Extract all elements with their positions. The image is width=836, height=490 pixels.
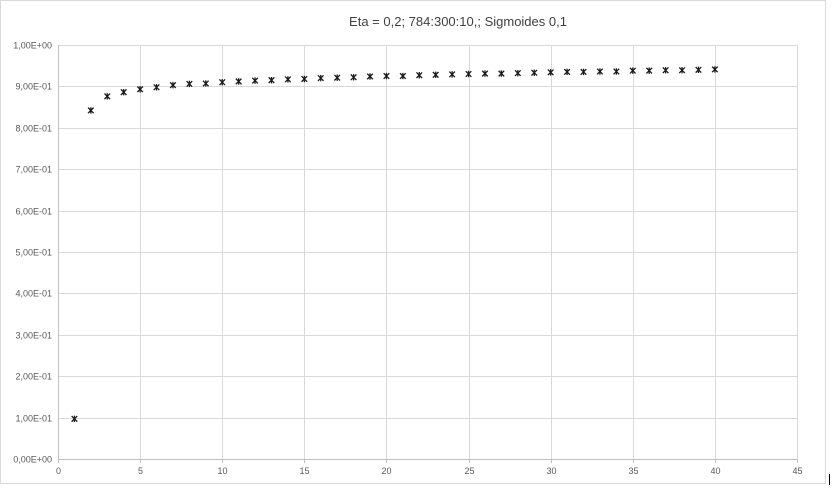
y-tick-label: 9,00E-01	[15, 82, 52, 92]
data-point	[563, 68, 571, 76]
y-tick-label: 6,00E-01	[15, 207, 52, 217]
data-point	[498, 70, 505, 77]
data-point	[399, 72, 407, 80]
data-point	[120, 88, 127, 96]
data-point	[613, 68, 620, 75]
x-tick-label: 30	[546, 466, 556, 476]
data-point	[448, 71, 456, 78]
chart-area	[0, 0, 826, 484]
data-point	[136, 86, 144, 93]
data-point	[580, 68, 587, 76]
data-point	[432, 71, 439, 79]
x-tick-label: 35	[628, 466, 638, 476]
data-point	[695, 66, 702, 74]
data-point	[104, 93, 111, 100]
data-point	[383, 72, 390, 80]
y-tick-label: 0,00E+00	[13, 455, 52, 465]
x-tick-label: 40	[710, 466, 720, 476]
data-point	[218, 79, 226, 86]
x-tick-label: 15	[299, 466, 309, 476]
data-point	[629, 67, 637, 74]
x-tick-label: 20	[381, 466, 391, 476]
data-point	[416, 71, 423, 79]
data-point	[514, 69, 522, 77]
data-point	[678, 66, 686, 74]
data-point	[186, 80, 193, 88]
data-point	[481, 70, 489, 77]
y-tick-label: 4,00E-01	[15, 289, 52, 299]
data-point	[662, 66, 669, 74]
data-point	[366, 73, 374, 80]
data-point	[711, 66, 719, 73]
data-point	[333, 74, 341, 81]
data-point	[596, 68, 604, 75]
data-point	[350, 74, 357, 81]
data-point	[235, 78, 242, 85]
y-tick-label: 3,00E-01	[15, 331, 52, 341]
y-tick-label: 7,00E-01	[15, 165, 52, 175]
data-point	[268, 76, 275, 84]
y-tick-label: 1,00E-01	[15, 414, 52, 424]
data-point	[645, 67, 653, 74]
data-point	[284, 76, 292, 83]
data-point	[301, 75, 308, 83]
x-tick-label: 45	[792, 466, 802, 476]
x-tick-label: 0	[56, 466, 61, 476]
data-point	[547, 69, 554, 76]
data-point	[71, 415, 78, 423]
y-tick-label: 2,00E-01	[15, 372, 52, 382]
x-tick-label: 10	[217, 466, 227, 476]
frame-edge-mark	[829, 474, 830, 485]
x-tick-label: 5	[138, 466, 143, 476]
data-point	[465, 70, 472, 78]
y-tick-label: 5,00E-01	[15, 248, 52, 258]
x-tick-label: 25	[464, 466, 474, 476]
data-point	[530, 69, 538, 76]
data-point	[251, 77, 259, 84]
data-point	[87, 107, 95, 114]
data-point	[169, 81, 177, 89]
y-tick-label: 1,00E+00	[13, 41, 52, 51]
data-point	[317, 74, 325, 82]
data-point	[153, 83, 160, 91]
y-tick-label: 8,00E-01	[15, 124, 52, 134]
data-point	[202, 80, 210, 87]
chart-title: Eta = 0,2; 784:300:10,; Sigmoides 0,1	[349, 14, 567, 29]
